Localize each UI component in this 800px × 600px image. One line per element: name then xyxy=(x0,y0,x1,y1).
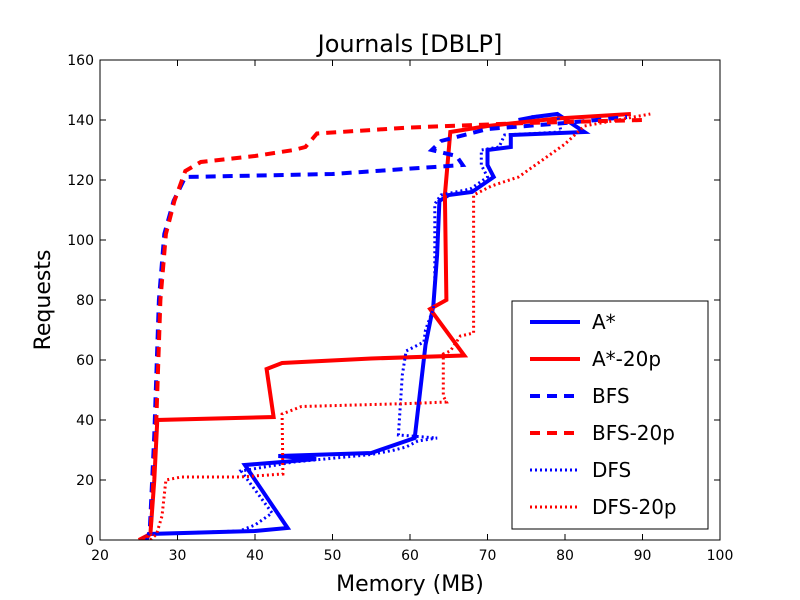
x-axis-label: Memory (MB) xyxy=(336,572,484,597)
legend-label: A* xyxy=(592,310,616,334)
x-tick-label: 20 xyxy=(91,548,109,564)
y-tick-label: 40 xyxy=(76,413,94,429)
legend: A* A*-20p BFS BFS-20p DFS DFS-20p xyxy=(511,300,709,530)
legend-label: BFS-20p xyxy=(592,421,675,445)
legend-label: A*-20p xyxy=(592,347,661,371)
series-line-a- xyxy=(144,111,591,540)
y-tick-label: 140 xyxy=(67,113,94,129)
x-tick-label: 70 xyxy=(479,548,497,564)
y-tick-label: 120 xyxy=(67,173,94,189)
x-tick-label: 40 xyxy=(246,548,264,564)
legend-label: DFS xyxy=(592,458,631,482)
x-tick-label: 100 xyxy=(707,548,734,564)
legend-label: DFS-20p xyxy=(592,495,677,519)
y-tick-label: 60 xyxy=(76,353,94,369)
y-axis-label: Requests xyxy=(31,250,56,351)
y-tick-label: 80 xyxy=(76,293,94,309)
x-tick-label: 50 xyxy=(324,548,342,564)
legend-box xyxy=(511,300,709,530)
plot-area xyxy=(137,111,651,540)
plot-frame xyxy=(99,59,721,541)
y-tick-label: 20 xyxy=(76,473,94,489)
x-tick-label: 30 xyxy=(169,548,187,564)
x-tick-label: 80 xyxy=(556,548,574,564)
y-tick-label: 100 xyxy=(67,233,94,249)
legend-label: BFS xyxy=(592,384,630,408)
y-tick-label: 0 xyxy=(85,533,94,549)
y-tick-label: 160 xyxy=(67,53,94,69)
x-tick-label: 60 xyxy=(401,548,419,564)
x-tick-label: 90 xyxy=(634,548,652,564)
chart-title: Journals [DBLP] xyxy=(316,30,503,58)
series-line-bfs-20p xyxy=(141,118,643,540)
